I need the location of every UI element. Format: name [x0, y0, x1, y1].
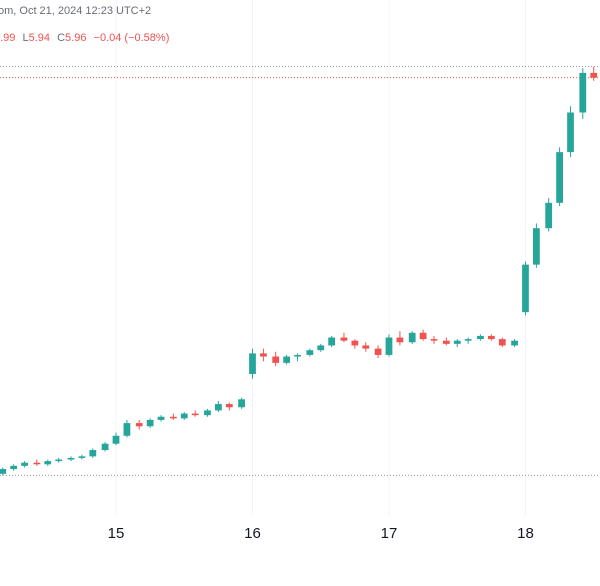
ohlc-value: 5.94 — [29, 32, 50, 44]
candle-body — [249, 353, 256, 374]
candle-body — [180, 413, 188, 419]
candle-body — [33, 462, 41, 465]
candle-body — [21, 462, 28, 466]
candle-body — [590, 72, 598, 78]
candle-body — [283, 356, 291, 363]
candle-body — [317, 345, 325, 351]
candle-body — [112, 435, 120, 444]
candle-body — [260, 353, 267, 357]
candle-body — [0, 469, 7, 474]
candle-body — [396, 337, 404, 343]
candle-body — [214, 404, 222, 411]
candle-body — [238, 399, 245, 408]
candles — [0, 66, 598, 476]
candle-body — [351, 340, 359, 346]
x-tick-label: 16 — [244, 525, 261, 542]
candle-body — [306, 350, 314, 355]
x-tick-label: 15 — [108, 525, 125, 542]
candle-body — [362, 345, 370, 349]
x-axis: 15 16 17 18 — [108, 525, 534, 542]
candle-body — [545, 202, 553, 229]
candle-body — [135, 423, 143, 427]
header: om, Oct 21, 2024 12:23 UTC+2 — [0, 5, 151, 17]
candle-body — [408, 332, 416, 343]
candle-body — [78, 456, 86, 458]
price-lines — [0, 66, 600, 476]
candle-body — [10, 465, 18, 470]
candle-body — [453, 340, 461, 344]
candle-body — [419, 332, 427, 340]
candle-body — [157, 416, 165, 420]
candle-body — [385, 337, 393, 355]
candle-body — [522, 264, 529, 313]
ohlc-value: −0.04 (−0.58%) — [94, 32, 170, 44]
candle-body — [89, 450, 97, 457]
x-tick-label: 18 — [517, 525, 534, 542]
candle-body — [225, 404, 233, 408]
candle-body — [44, 461, 52, 465]
candle-body — [204, 410, 211, 416]
candle-body — [294, 354, 301, 357]
candle-body — [374, 348, 382, 355]
candle-body — [146, 419, 154, 427]
candle-body — [442, 340, 450, 344]
candle-body — [487, 335, 495, 340]
candle-body — [556, 152, 563, 203]
x-tick-label: 17 — [381, 525, 398, 542]
candle-body — [477, 335, 484, 340]
candle-body — [579, 72, 587, 113]
candle-body — [511, 340, 518, 346]
candle-body — [328, 337, 336, 346]
candle-body — [169, 416, 177, 419]
candle-body — [464, 339, 472, 341]
candle-body — [55, 459, 63, 462]
candle-body — [123, 423, 131, 436]
candle-body — [430, 339, 438, 341]
candle-body — [340, 337, 348, 341]
candle-body — [533, 228, 540, 265]
grid-layer — [115, 0, 526, 515]
ohlc-value: 5.96 — [65, 32, 86, 44]
ohlc-legend: 5.99 L5.94 C5.96 −0.04 (−0.58%) — [0, 32, 169, 44]
ohlc-value: 5.99 — [0, 32, 15, 44]
candle-body — [567, 112, 574, 153]
ohlc-key: L — [22, 32, 28, 44]
ohlc-key: C — [57, 32, 65, 44]
candle-body — [67, 457, 75, 460]
candle-body — [498, 339, 506, 346]
candle-body — [191, 413, 199, 416]
candle-body — [101, 443, 109, 451]
candle-body — [272, 356, 280, 363]
